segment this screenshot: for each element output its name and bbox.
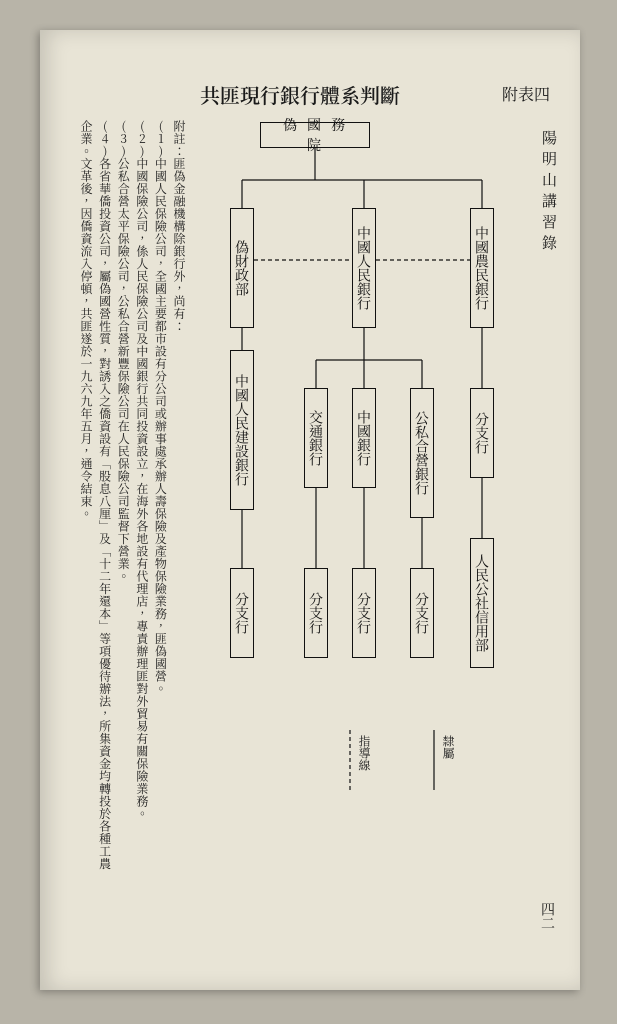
- footnote-item: (1)中國人民保險公司，全國主要都市設有分公司或辦事處承辦人壽保險及產物保險業務…: [151, 120, 170, 880]
- footnotes: 附註：匪偽金融機構除銀行外，尚有： (1)中國人民保險公司，全國主要都市設有分公…: [70, 120, 188, 880]
- node-renmin: 中國人民銀行: [352, 208, 376, 328]
- table-label: 附表四: [502, 82, 550, 105]
- node-root: 偽國務院: [260, 122, 370, 148]
- node-jtyh-fzh: 分支行: [304, 568, 328, 658]
- node-caizheng: 偽財政部: [230, 208, 254, 328]
- node-zgyh-fzh: 分支行: [352, 568, 376, 658]
- legend-solid-label: 隸屬: [440, 735, 457, 759]
- node-jtyh: 交通銀行: [304, 388, 328, 488]
- footnote-item: (3)公私合營太平保險公司，公私合營新豐保險公司在人民保險公司監督下營業。: [114, 120, 133, 880]
- bleed-decoration: [504, 170, 530, 730]
- side-header: 陽明山講習錄: [539, 130, 560, 256]
- node-gshy: 公私合營銀行: [410, 388, 434, 518]
- page: 附表四 共匪現行銀行體系判斷 陽明山講習錄 四二: [40, 30, 580, 990]
- node-nongmin: 中國農民銀行: [470, 208, 494, 328]
- node-nm-fzh: 分支行: [470, 388, 494, 478]
- footnote-item: (2)中國保險公司，係人民保險公司及中國銀行共同投資設立，在海外各地設有代理店，…: [132, 120, 151, 880]
- node-jianshe-fzh: 分支行: [230, 568, 254, 658]
- node-jianshe: 中國人民建設銀行: [230, 350, 254, 510]
- node-gshy-fzh: 分支行: [410, 568, 434, 658]
- node-zgyh: 中國銀行: [352, 388, 376, 488]
- node-credit-dept: 人民公社信用部: [470, 538, 494, 668]
- legend-dashed-label: 指導線: [356, 735, 373, 771]
- page-number: 四二: [538, 902, 558, 930]
- footnote-item: (4)各省華僑投資公司，屬偽國營性質，對誘入之僑資設有「股息八厘」及「十二年還本…: [76, 120, 113, 880]
- footnote-heading: 附註：匪偽金融機構除銀行外，尚有：: [169, 120, 188, 880]
- page-title: 共匪現行銀行體系判斷: [200, 80, 400, 109]
